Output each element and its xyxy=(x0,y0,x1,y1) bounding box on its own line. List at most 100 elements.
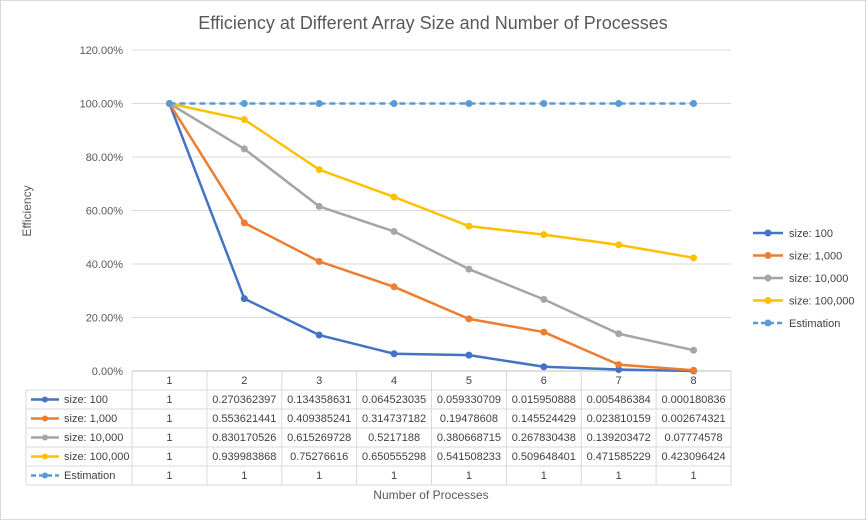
table-cell: 1 xyxy=(691,470,697,482)
series-line xyxy=(168,103,694,373)
x-axis-label: Number of Processes xyxy=(373,488,488,502)
x-tick-label: 1 xyxy=(166,375,172,387)
legend-label: size: 100 xyxy=(789,228,833,240)
y-tick-label: 80.00% xyxy=(86,152,124,164)
data-point xyxy=(690,254,698,262)
y-tick-label: 60.00% xyxy=(86,206,124,218)
table-cell: 0.139203472 xyxy=(587,432,651,444)
y-tick-label: 40.00% xyxy=(86,259,124,271)
data-point xyxy=(390,100,398,107)
data-point xyxy=(240,295,248,303)
data-point xyxy=(615,361,623,369)
y-tick-label: 0.00% xyxy=(92,366,123,378)
table-cell: 0.553621441 xyxy=(212,413,276,425)
data-point xyxy=(465,100,473,107)
legend-label: size: 100,000 xyxy=(789,296,854,308)
data-point xyxy=(615,366,623,374)
data-point xyxy=(465,315,473,323)
data-point xyxy=(315,331,323,339)
table-cell: 0.5217188 xyxy=(368,432,420,444)
data-point xyxy=(165,100,173,107)
table-cell: 1 xyxy=(241,470,247,482)
table-cell: 1 xyxy=(166,470,172,482)
x-tick-label: 5 xyxy=(466,375,472,387)
data-point xyxy=(240,145,248,153)
table-cell: 0.75276616 xyxy=(290,451,348,463)
data-point xyxy=(390,283,398,291)
data-point xyxy=(240,219,248,227)
table-cell: 1 xyxy=(466,470,472,482)
legend-label: Estimation xyxy=(789,318,840,330)
data-point xyxy=(390,227,398,235)
table-legend-marker xyxy=(42,453,48,460)
table-cell: 0.423096424 xyxy=(661,451,725,463)
series-line xyxy=(168,102,694,372)
series-size-10-000 xyxy=(165,100,698,354)
table-legend-marker xyxy=(42,415,48,422)
table-cell: 0.002674321 xyxy=(661,413,725,425)
table-series-name: size: 100 xyxy=(64,394,108,406)
legend-label: size: 1,000 xyxy=(789,251,842,263)
y-axis-label: Efficiency xyxy=(20,185,34,236)
series-lines xyxy=(165,100,698,375)
table-cell: 1 xyxy=(616,470,622,482)
legend-label: size: 10,000 xyxy=(789,273,848,285)
table-cell: 0.380668715 xyxy=(437,432,501,444)
x-tick-label: 3 xyxy=(316,375,322,387)
y-tick-label: 100.00% xyxy=(80,99,124,111)
data-point xyxy=(390,350,398,358)
series-line xyxy=(168,102,694,352)
table-cell: 0.023810159 xyxy=(587,413,651,425)
table-cell: 0.615269728 xyxy=(287,432,351,444)
x-tick-label: 4 xyxy=(391,375,397,387)
table-series-name: size: 1,000 xyxy=(64,413,117,425)
data-point xyxy=(315,257,323,265)
data-point xyxy=(540,363,548,371)
table-cell: 0.541508233 xyxy=(437,451,501,463)
table-cell: 1 xyxy=(166,413,172,425)
data-point xyxy=(615,100,623,107)
table-legend-marker xyxy=(42,472,48,479)
x-tick-label: 8 xyxy=(691,375,697,387)
data-point xyxy=(240,116,248,124)
legend-marker xyxy=(764,229,772,237)
table-cell: 0.000180836 xyxy=(661,394,725,406)
table-series-name: size: 10,000 xyxy=(64,432,123,444)
data-point xyxy=(465,222,473,230)
data-point xyxy=(690,100,698,107)
gridlines xyxy=(132,49,731,318)
legend-marker xyxy=(764,274,772,282)
data-point xyxy=(540,295,548,303)
data-point xyxy=(315,100,323,107)
data-point xyxy=(315,202,323,210)
legend-marker xyxy=(764,319,772,327)
y-tick-labels: 0.00% 20.00% 40.00% 60.00% 80.00% 100.00% 120.… xyxy=(80,45,124,378)
table-cell: 0.471585229 xyxy=(587,451,651,463)
table-series-name: size: 100,000 xyxy=(64,451,129,463)
data-point xyxy=(465,265,473,273)
data-table: 1 2 3 4 5 6 7 8 size: 100 1 0.270362397 0.134358631… xyxy=(25,370,732,486)
data-point xyxy=(465,351,473,359)
series-line xyxy=(169,102,694,260)
table-cell: 0.650555298 xyxy=(362,451,426,463)
table-cell: 1 xyxy=(166,451,172,463)
table-cell: 1 xyxy=(541,470,547,482)
table-cell: 0.134358631 xyxy=(287,394,351,406)
y-tick-label: 120.00% xyxy=(80,45,124,57)
data-point xyxy=(540,100,548,107)
table-cell: 0.409385241 xyxy=(287,413,351,425)
series-size-1-000 xyxy=(165,100,698,374)
table-cell: 1 xyxy=(316,470,322,482)
table-cell: 0.059330709 xyxy=(437,394,501,406)
table-cell: 0.267830438 xyxy=(512,432,576,444)
table-cell: 0.005486384 xyxy=(587,394,651,406)
table-cell: 0.509648401 xyxy=(512,451,576,463)
table-cell: 0.145524429 xyxy=(512,413,576,425)
data-point xyxy=(390,193,398,201)
data-point xyxy=(690,346,698,354)
x-tick-label: 7 xyxy=(616,375,622,387)
data-point xyxy=(690,366,698,374)
data-point xyxy=(315,166,323,174)
data-point xyxy=(615,241,623,249)
